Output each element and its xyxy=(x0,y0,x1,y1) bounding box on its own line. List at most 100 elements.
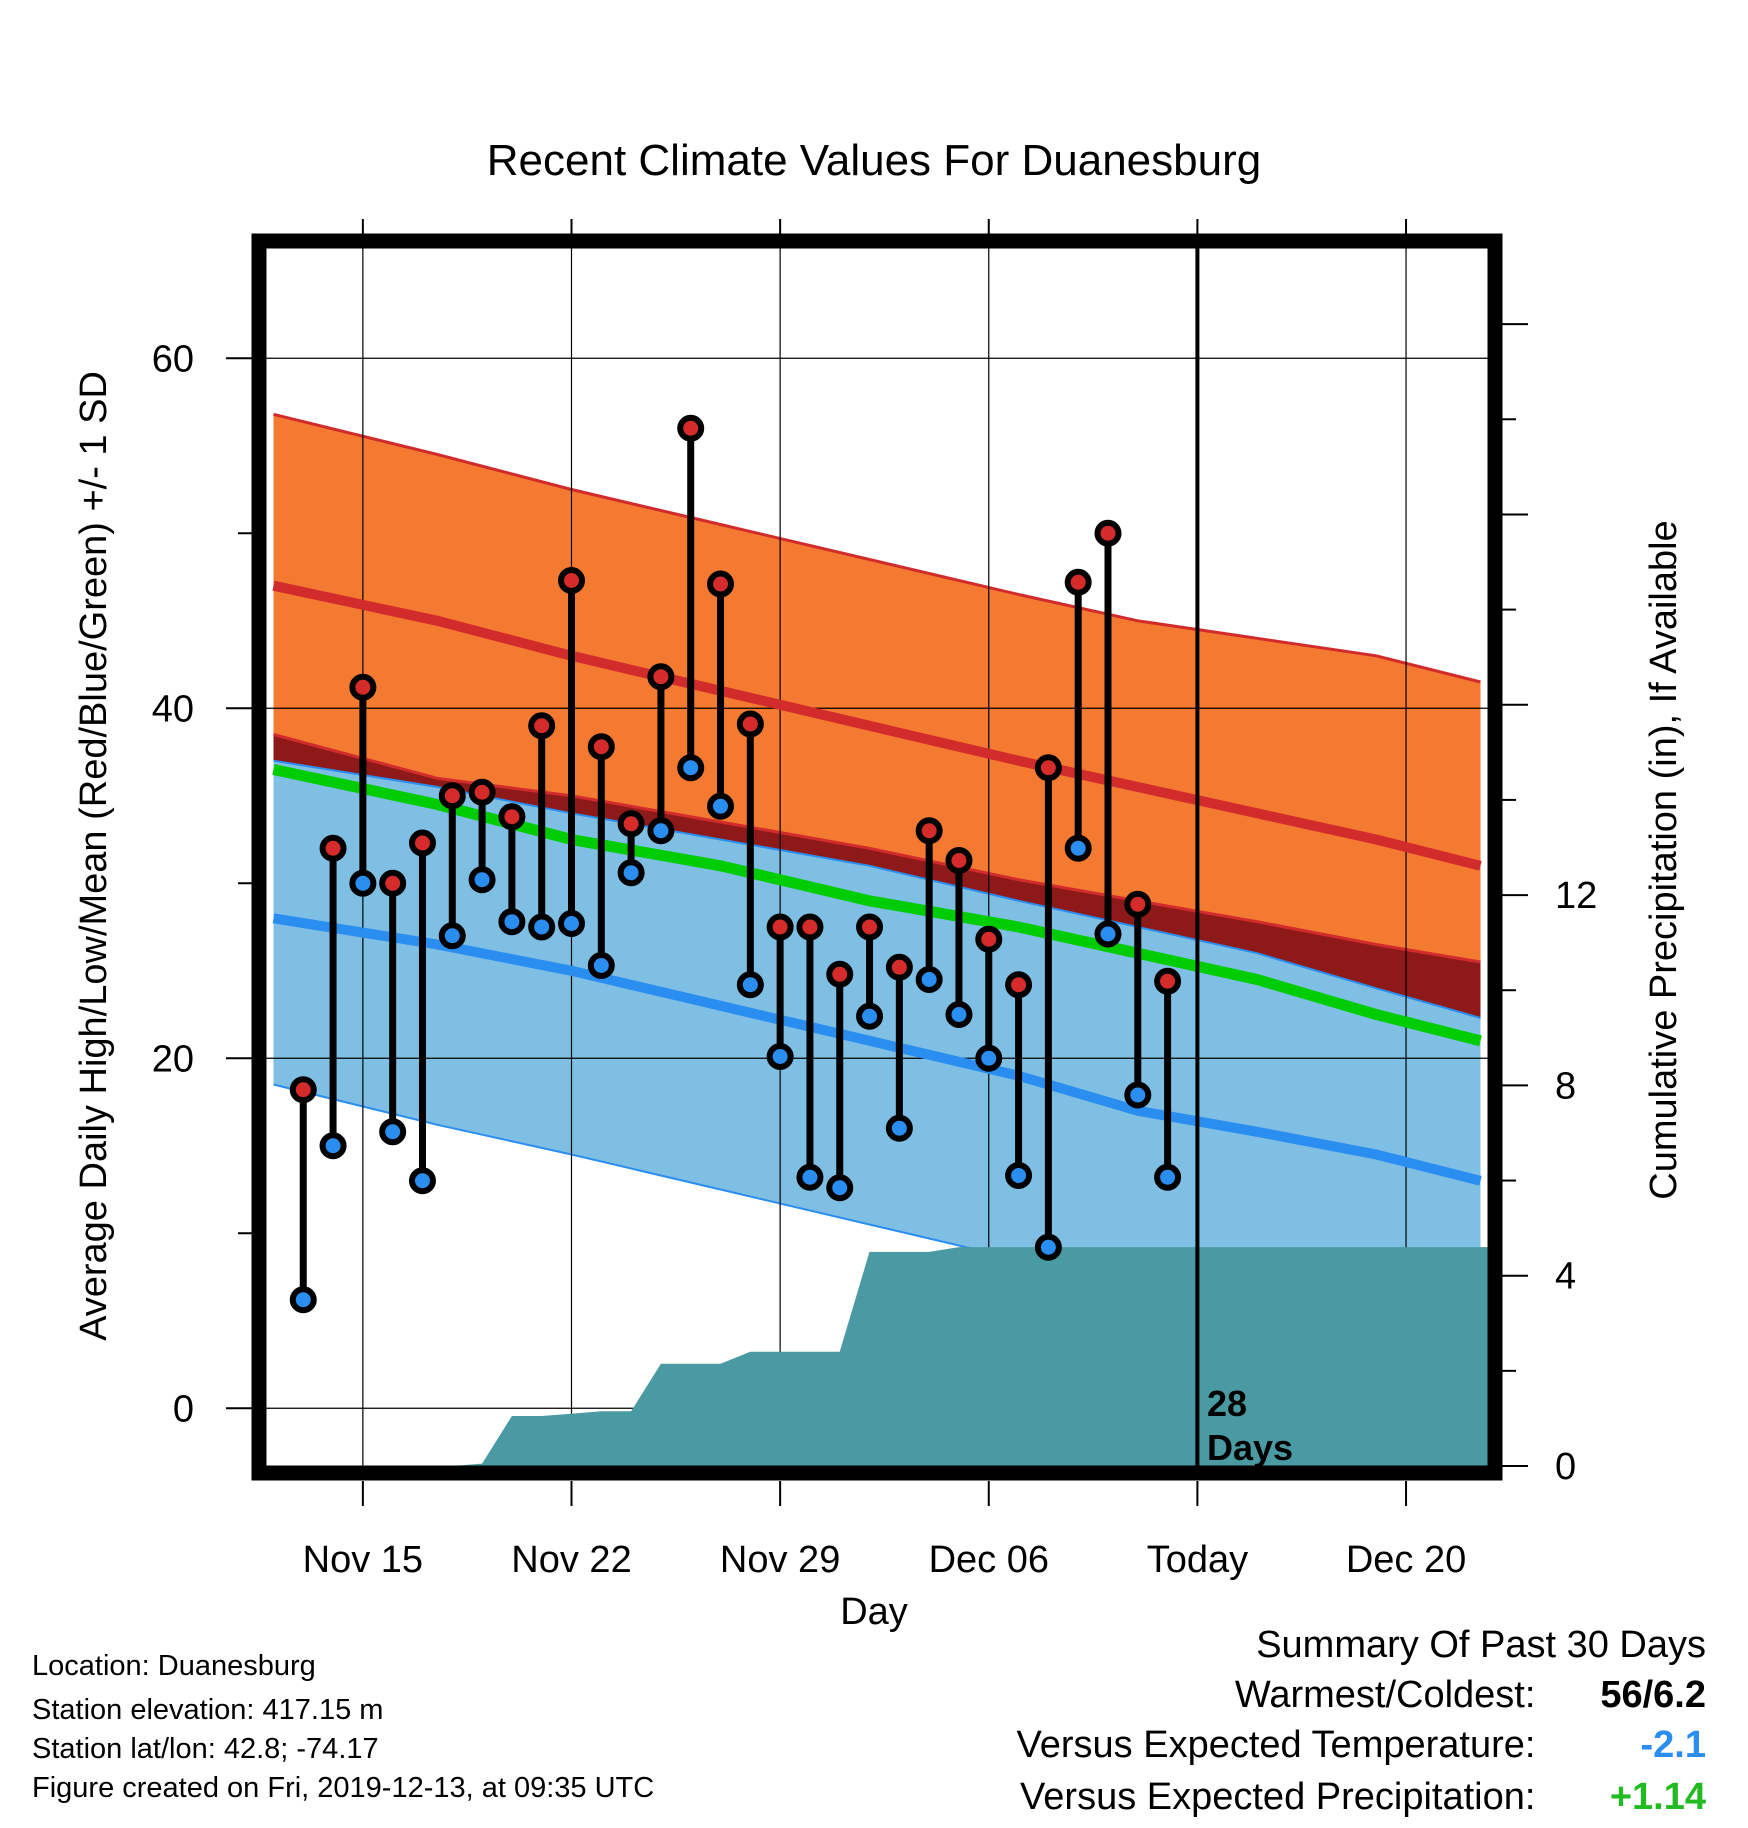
info-latlon: Station lat/lon: 42.8; -74.17 xyxy=(32,1733,379,1765)
y2-tick-label: 12 xyxy=(1555,875,1597,917)
daily-low-point xyxy=(1005,1162,1033,1189)
daily-high-point xyxy=(856,913,884,941)
high-upper-edge xyxy=(273,412,1481,684)
summary-warm-cold-value: 56/6.2 xyxy=(1600,1674,1706,1716)
info-location: Location: Duanesburg xyxy=(32,1650,316,1682)
y-tick-label: 60 xyxy=(152,338,194,380)
high-lower-edge xyxy=(273,733,1481,964)
summary-temp: Versus Expected Temperature: -2.1 xyxy=(1017,1724,1706,1767)
daily-low-point xyxy=(736,971,764,999)
daily-low-point xyxy=(856,1002,884,1030)
daily-low-point xyxy=(349,869,377,897)
x-tick-label: Dec 20 xyxy=(1346,1539,1466,1581)
summary-warm-cold-label: Warmest/Coldest: xyxy=(1234,1674,1536,1716)
chart-title: Recent Climate Values For Duanesburg xyxy=(487,136,1261,185)
daily-low-point xyxy=(885,1114,913,1142)
summary-warm-cold: Warmest/Coldest: 56/6.2 xyxy=(1235,1674,1706,1717)
daily-low-point xyxy=(528,913,556,941)
summary-precip-label: Versus Expected Precipitation: xyxy=(1020,1776,1536,1818)
high-mean-line xyxy=(272,580,1482,871)
x-tick-label: Nov 29 xyxy=(720,1539,840,1581)
daily-high-point xyxy=(617,810,645,838)
daily-low-point xyxy=(766,1043,794,1070)
today-days-count: 28 xyxy=(1207,1383,1247,1424)
daily-high-point xyxy=(885,953,913,981)
summary-temp-value: -2.1 xyxy=(1640,1724,1706,1766)
daily-high-point xyxy=(647,663,675,691)
overlap-band xyxy=(273,734,1481,1018)
x-tick-label: Nov 22 xyxy=(511,1539,631,1581)
daily-high-point xyxy=(766,913,794,941)
daily-high-point xyxy=(796,913,824,941)
summary-precip-value: +1.14 xyxy=(1609,1776,1706,1818)
daily-low-point xyxy=(587,952,615,979)
y2-tick-label: 8 xyxy=(1555,1065,1576,1107)
daily-low-point xyxy=(408,1167,436,1195)
y2-axis-label: Cumulative Precipitation (in), If Availa… xyxy=(1643,520,1685,1199)
daily-high-point xyxy=(1094,519,1122,547)
daily-low-point xyxy=(1034,1233,1062,1261)
daily-low-point xyxy=(438,922,466,950)
y2-tick-label: 4 xyxy=(1555,1256,1576,1298)
summary-precip: Versus Expected Precipitation: +1.14 xyxy=(1020,1776,1706,1819)
daily-low-point xyxy=(975,1044,1003,1072)
daily-low-point xyxy=(647,817,675,845)
daily-high-point xyxy=(408,829,436,857)
info-created: Figure created on Fri, 2019-12-13, at 09… xyxy=(32,1772,655,1804)
cumulative-precip-area xyxy=(362,1247,1488,1466)
daily-high-point xyxy=(826,960,854,988)
daily-high-point xyxy=(558,567,585,594)
plot-frame xyxy=(251,233,1503,1481)
station-info: Location: Duanesburg Station elevation: … xyxy=(32,1647,654,1808)
daily-low-point xyxy=(1094,920,1122,948)
daily-low-point xyxy=(915,966,943,993)
y-axis-label: Average Daily High/Low/Mean (Red/Blue/Gr… xyxy=(73,371,115,1341)
daily-high-point xyxy=(289,1076,317,1104)
daily-low-point xyxy=(826,1174,854,1202)
daily-high-point xyxy=(1064,568,1092,596)
daily-low-point xyxy=(617,859,645,887)
y-tick-label: 40 xyxy=(152,688,194,730)
daily-high-point xyxy=(438,782,466,810)
daily-high-point xyxy=(349,673,377,701)
daily-high-point xyxy=(677,414,705,442)
daily-high-point xyxy=(975,925,1003,953)
low-mean-line xyxy=(272,913,1482,1186)
plot-area xyxy=(266,248,1488,1466)
daily-low-point xyxy=(677,754,705,782)
today-days-label: Days xyxy=(1207,1427,1293,1468)
x-tick-label: Nov 15 xyxy=(303,1539,423,1581)
y-tick-label: 20 xyxy=(152,1038,194,1080)
low-upper-edge xyxy=(273,759,1481,1019)
daily-high-point xyxy=(379,869,407,897)
daily-high-point xyxy=(468,778,496,806)
x-tick-label: Today xyxy=(1147,1539,1248,1581)
daily-low-point xyxy=(498,908,526,936)
summary-temp-label: Versus Expected Temperature: xyxy=(1016,1724,1536,1766)
x-tick-label: Dec 06 xyxy=(929,1539,1049,1581)
daily-high-point xyxy=(707,570,735,598)
daily-high-point xyxy=(319,834,347,862)
daily-high-point xyxy=(1124,890,1152,918)
daily-low-point xyxy=(468,866,496,894)
x-axis-label: Day xyxy=(840,1591,908,1633)
daily-low-point xyxy=(1064,834,1092,862)
daily-high-point xyxy=(1005,971,1033,999)
daily-high-point xyxy=(945,847,973,874)
y2-tick-label: 0 xyxy=(1555,1446,1576,1488)
daily-low-point xyxy=(1154,1163,1182,1191)
daily-low-point xyxy=(558,910,585,937)
daily-low-point xyxy=(707,792,735,820)
daily-high-point xyxy=(528,712,556,740)
daily-low-point xyxy=(945,1001,973,1028)
daily-low-point xyxy=(796,1163,824,1191)
daily-low-point xyxy=(319,1132,347,1160)
daily-high-point xyxy=(498,803,526,831)
daily-low-point xyxy=(379,1118,407,1146)
daily-low-point xyxy=(289,1286,317,1314)
daily-low-point xyxy=(1124,1081,1152,1109)
daily-high-point xyxy=(1154,967,1182,995)
daily-high-point xyxy=(587,733,615,761)
y-tick-label: 0 xyxy=(173,1388,194,1430)
